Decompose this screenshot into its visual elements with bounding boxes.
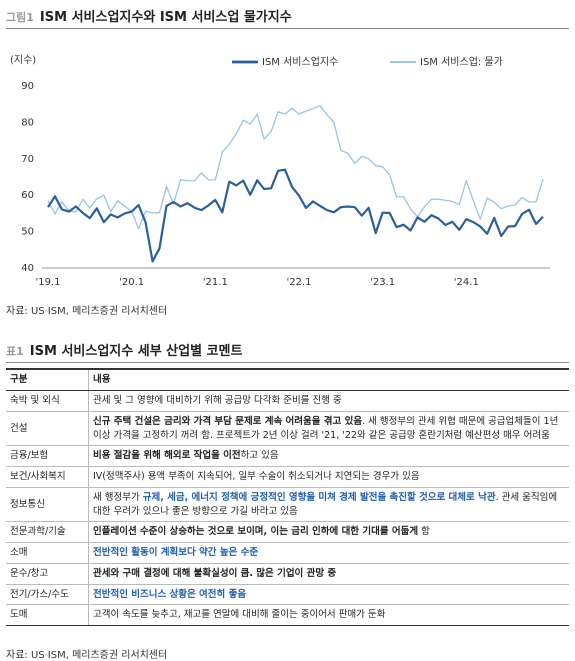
table-row: 소매 전반적인 활동이 계획보다 약간 높은 수준 — [6, 542, 569, 564]
category-cell: 소매 — [6, 542, 89, 564]
y-tick-label: 50 — [21, 227, 34, 238]
x-tick-label: '23.1 — [370, 277, 395, 288]
content-text: 새 행정부가 — [93, 491, 143, 503]
header-cell: 내용 — [88, 368, 569, 391]
table-row: 정보통신 새 행정부가 규제, 세금, 에너지 정책에 긍정적인 영향을 미쳐 경… — [6, 487, 569, 523]
table-row: 숙박 및 외식 관세 및 그 영향에 대비하기 위해 공급망 다각화 준비를 진행… — [6, 390, 569, 412]
figure-label: 그림1 — [6, 11, 34, 24]
legend-label: ISM 서비스업: 물가 — [420, 55, 503, 68]
x-tick-label: '20.1 — [119, 277, 144, 288]
y-tick-label: 90 — [21, 81, 34, 92]
content-cell: 비용 절감을 위해 해외로 작업을 이전하고 있음 — [88, 445, 569, 468]
data-line — [47, 168, 544, 263]
content-text: . 관세 움직임에 대한 우려가 있으나 좋은 방향으로 가길 바라고 있음 — [93, 491, 558, 517]
content-cell: 전반적인 비즈니스 상황은 여전히 좋음 — [88, 584, 569, 606]
content-text: . 새 행정부의 관세 위협 때문에 공급업체들이 1년 이상 가격을 고정하기… — [93, 415, 559, 441]
content-cell: 인플레이션 수준이 상승하는 것으로 보이며, 이는 금리 인하에 대한 기대를… — [88, 521, 569, 544]
y-tick-label: 60 — [21, 190, 34, 201]
category-cell: 정보통신 — [6, 487, 89, 523]
content-cell: 새 행정부가 규제, 세금, 에너지 정책에 긍정적인 영향을 미쳐 경제 발전… — [88, 487, 569, 523]
category-cell: 전문과학/기술 — [6, 521, 89, 544]
content-text: 관세 및 그 영향에 대비하기 위해 공급망 다각화 준비를 진행 중 — [93, 395, 342, 406]
figure-source: 자료: US ISM, 메리츠증권 리서치센터 — [6, 306, 168, 317]
table-row: 건설 신규 주택 건설은 금리와 가격 부담 문제로 계속 어려움을 겪고 있음.… — [6, 411, 569, 447]
table-row: 전문과학/기술 인플레이션 수준이 상승하는 것으로 보이며, 이는 금리 인하에… — [6, 521, 569, 544]
content-cell: 관세 및 그 영향에 대비하기 위해 공급망 다각화 준비를 진행 중 — [88, 390, 569, 412]
x-tick-label: '21.1 — [203, 277, 228, 288]
content-cell: IV(정맥주사) 용액 부족이 지속되어, 일부 수술이 취소되거나 지연되는 … — [88, 466, 569, 488]
category-cell: 운수/창고 — [6, 563, 89, 585]
content-text: 하고 있음 — [240, 450, 279, 462]
x-tick-label: '22.1 — [286, 277, 311, 288]
x-tick-label: '19.1 — [35, 277, 60, 288]
comment-table: 구분 내용 숙박 및 외식 관세 및 그 영향에 대비하기 위해 공급망 다각화 준… — [6, 368, 569, 627]
table-header: 표1 ISM 서비스업지수 세부 산업별 코멘트 — [6, 340, 569, 363]
figure-header: 그림1 ISM 서비스업지수와 ISM 서비스업 물가지수 — [6, 6, 569, 29]
table-row: 보건/사회복지 IV(정맥주사) 용액 부족이 지속되어, 일부 수술이 취소되거… — [6, 466, 569, 488]
table-source: 자료: US ISM, 메리츠증권 리서치센터 — [6, 650, 168, 661]
content-text: 고객이 속도를 늦추고, 재고를 연말에 대비해 줄이는 중이어서 판매가 둔화 — [93, 609, 386, 621]
category-cell: 보건/사회복지 — [6, 466, 89, 488]
chart: (지수) 40 50 60 70 80 90 '19.1 '20.1 '21.1 '22.1 '23… — [10, 54, 550, 288]
table-header-row: 구분 내용 — [6, 368, 569, 391]
y-axis-label: (지수) — [10, 54, 36, 66]
table-label: 표1 — [6, 345, 24, 358]
content-cell: 신규 주택 건설은 금리와 가격 부담 문제로 계속 어려움을 겪고 있음. 새… — [88, 411, 569, 447]
data-line — [47, 105, 544, 230]
header-cell: 구분 — [6, 368, 89, 391]
category-cell: 전기/가스/수도 — [6, 584, 89, 606]
content-cell: 고객이 속도를 늦추고, 재고를 연말에 대비해 줄이는 중이어서 판매가 둔화 — [88, 604, 569, 627]
content-text: 관세와 구매 결정에 대해 불확실성이 큼. 많은 기업이 관망 중 — [93, 567, 337, 579]
content-text: 전반적인 비즈니스 상황은 여전히 좋음 — [93, 588, 247, 600]
table-title: ISM 서비스업지수 세부 산업별 코멘트 — [29, 344, 243, 359]
table-row: 도매 고객이 속도를 늦추고, 재고를 연말에 대비해 줄이는 중이어서 판매가 … — [6, 604, 569, 627]
content-text: IV(정맥주사) 용액 부족이 지속되어, 일부 수술이 취소되거나 지연되는 … — [93, 471, 420, 483]
category-cell: 숙박 및 외식 — [6, 390, 89, 412]
content-cell: 전반적인 활동이 계획보다 약간 높은 수준 — [88, 542, 569, 564]
table-row: 전기/가스/수도 전반적인 비즈니스 상황은 여전히 좋음 — [6, 584, 569, 606]
content-text: 신규 주택 건설은 금리와 가격 부담 문제로 계속 어려움을 겪고 있음 — [93, 415, 363, 427]
legend-label: ISM 서비스업지수 — [262, 55, 338, 68]
figure-title: ISM 서비스업지수와 ISM 서비스업 물가지수 — [39, 10, 292, 25]
category-cell: 도매 — [6, 604, 89, 627]
y-tick-label: 80 — [21, 117, 34, 128]
table-row: 금융/보험 비용 절감을 위해 해외로 작업을 이전하고 있음 — [6, 445, 569, 468]
y-tick-label: 70 — [21, 154, 34, 165]
content-text: 규제, 세금, 에너지 정책에 긍정적인 영향을 미쳐 경제 발전을 촉진할 것… — [142, 491, 496, 503]
content-text: 전반적인 활동이 계획보다 약간 높은 수준 — [93, 547, 259, 559]
content-text: 함 — [418, 526, 430, 538]
category-cell: 건설 — [6, 411, 89, 447]
category-cell: 금융/보험 — [6, 445, 89, 468]
table-row: 운수/창고 관세와 구매 결정에 대해 불확실성이 큼. 많은 기업이 관망 중 — [6, 563, 569, 585]
content-text: 인플레이션 수준이 상승하는 것으로 보이며, 이는 금리 인하에 대한 기대를… — [93, 526, 419, 538]
x-tick-label: '24.1 — [454, 277, 479, 288]
content-text: 비용 절감을 위해 해외로 작업을 이전 — [93, 450, 241, 462]
y-tick-label: 40 — [21, 263, 34, 274]
content-cell: 관세와 구매 결정에 대해 불확실성이 큼. 많은 기업이 관망 중 — [88, 563, 569, 585]
